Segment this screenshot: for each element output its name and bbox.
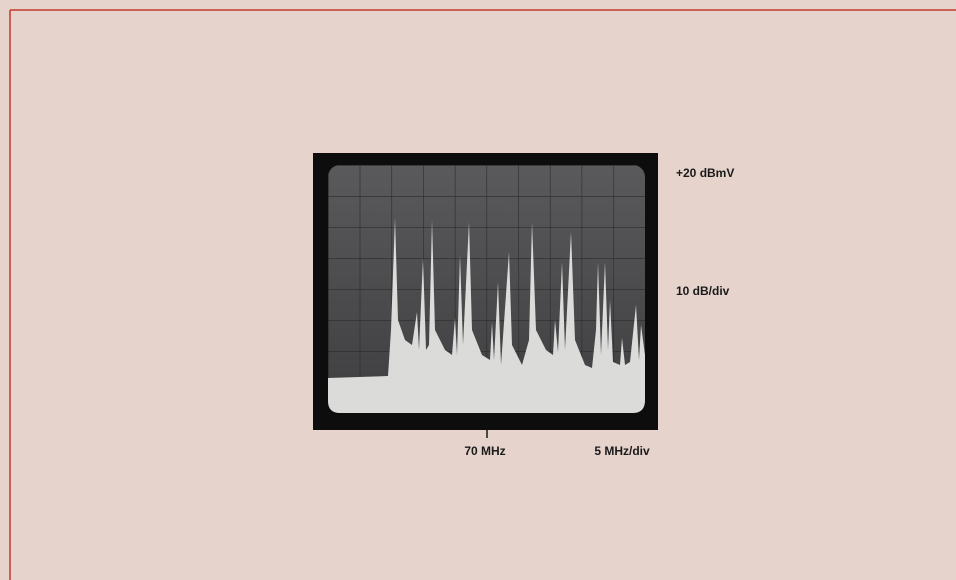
spectrum-trace — [328, 218, 645, 413]
center-frequency-label: 70 MHz — [464, 444, 505, 458]
reference-level-label: +20 dBmV — [676, 166, 734, 180]
horizontal-scale-label: 5 MHz/div — [594, 444, 650, 458]
vertical-scale-label: 10 dB/div — [676, 284, 730, 298]
